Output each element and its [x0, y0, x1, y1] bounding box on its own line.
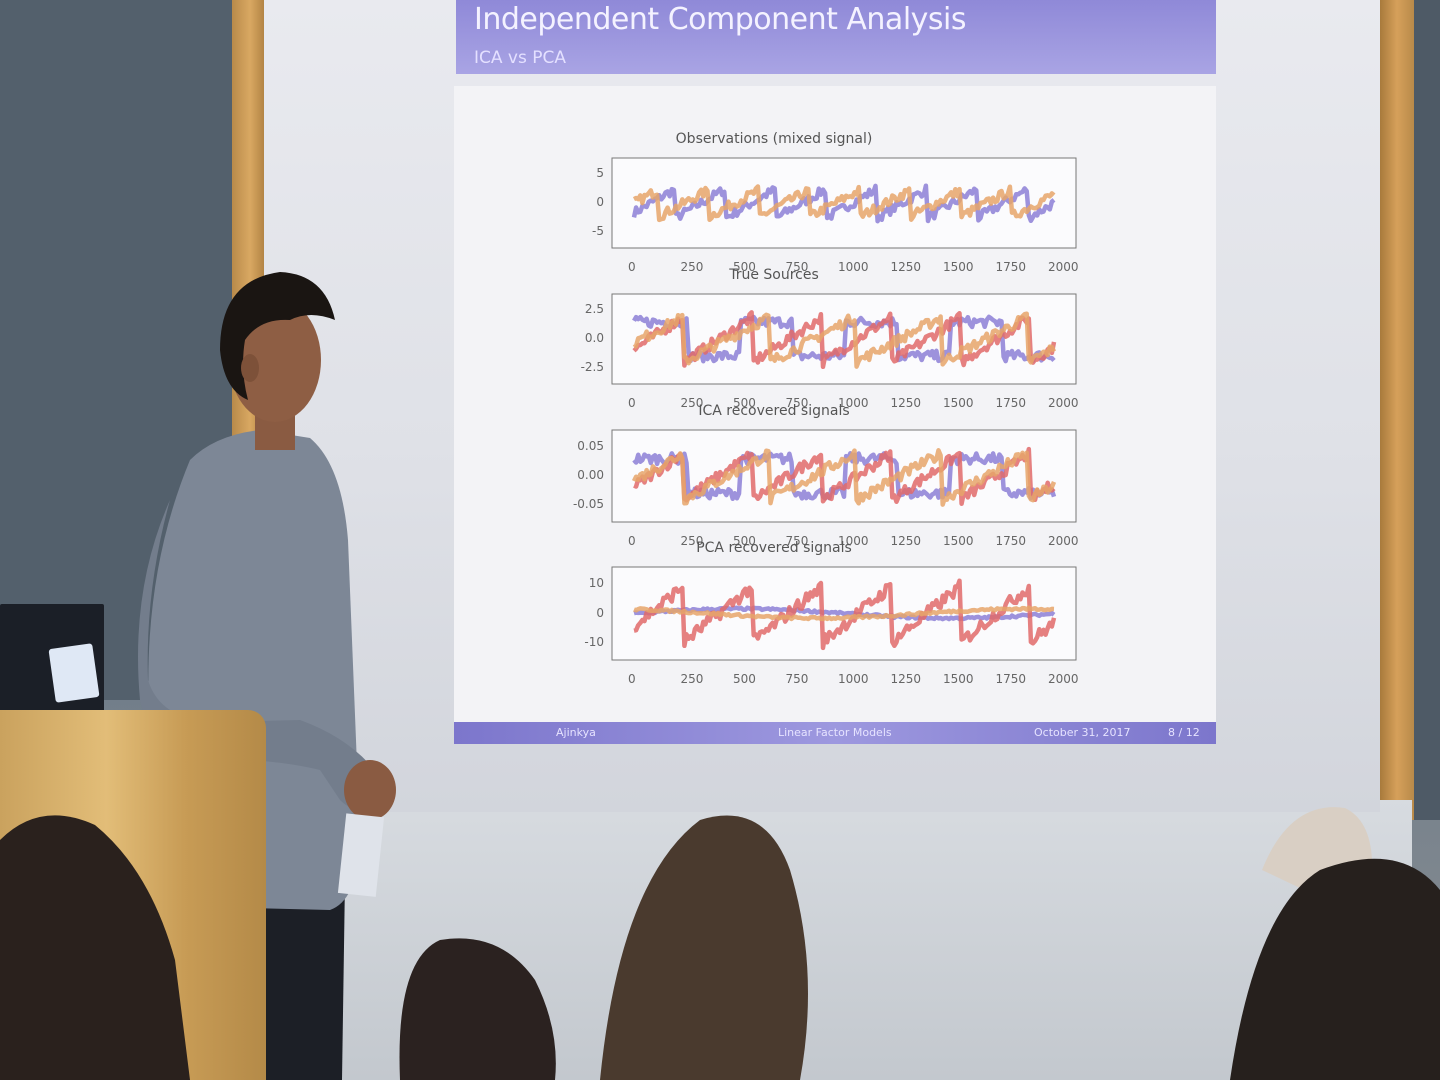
x-tick-label: 750	[785, 672, 809, 686]
series-line	[633, 605, 1055, 622]
presenter-notes	[337, 813, 385, 897]
x-tick-label: 2000	[1048, 396, 1079, 410]
x-tick-label: 0	[628, 396, 636, 410]
x-tick-label: 2000	[1048, 260, 1079, 274]
x-tick-label: 500	[733, 396, 756, 410]
x-tick-label: 1500	[943, 260, 974, 274]
y-tick-label: -10	[584, 635, 604, 650]
x-tick-label: 500	[733, 672, 756, 686]
plot-title: PCA recovered signals	[696, 540, 852, 556]
x-tick-label: 1000	[838, 534, 869, 548]
x-tick-label: 1500	[943, 534, 974, 548]
y-tick-label: -2.5	[580, 359, 604, 374]
laptop-sticker	[48, 643, 100, 703]
x-tick-label: 1750	[995, 396, 1027, 410]
x-tick-label: 750	[785, 396, 809, 410]
x-tick-label: 1750	[995, 534, 1027, 548]
y-tick-label: 0	[596, 195, 604, 209]
x-tick-label: 250	[680, 534, 704, 548]
footer-page: 8 / 12	[1168, 726, 1200, 739]
series-line	[632, 184, 1056, 223]
series-line	[633, 578, 1057, 651]
y-tick-label: 10	[588, 575, 604, 590]
footer-author: Ajinkya	[556, 726, 596, 739]
subplot-4	[611, 566, 1077, 661]
x-tick-label: 1500	[943, 672, 974, 686]
series-line	[631, 448, 1057, 507]
y-tick-label: 0.0	[584, 331, 604, 345]
x-tick-label: 500	[733, 534, 756, 548]
x-tick-label: 1000	[838, 672, 869, 686]
x-tick-label: 1000	[838, 260, 869, 274]
audience	[0, 807, 1440, 1080]
series-line	[631, 183, 1056, 224]
plot-title: True Sources	[729, 267, 819, 283]
y-tick-label: -5	[592, 223, 604, 238]
x-tick-label: 500	[733, 260, 756, 274]
x-tick-label: 1750	[995, 260, 1027, 274]
x-tick-label: 0	[628, 672, 636, 686]
y-tick-label: 0	[596, 605, 604, 620]
x-tick-label: 1250	[890, 260, 922, 274]
presenter-hair	[220, 272, 335, 400]
y-tick-label: 0.00	[577, 468, 604, 482]
x-tick-label: 2000	[1048, 672, 1079, 686]
x-tick-label: 750	[785, 534, 809, 548]
x-tick-label: 1500	[943, 396, 974, 410]
subplot-1	[611, 157, 1077, 249]
x-tick-label: 250	[680, 672, 704, 686]
series-line	[633, 605, 1056, 622]
y-tick-label: 0.05	[577, 438, 604, 453]
x-tick-label: 0	[628, 534, 636, 548]
y-tick-label: 2.5	[584, 302, 604, 317]
x-tick-label: 750	[785, 260, 809, 274]
wood-frame-right	[1380, 0, 1414, 820]
slide-title: Independent Component Analysis	[474, 2, 967, 37]
presenter-hand	[344, 760, 396, 820]
presenter-ear	[241, 354, 259, 382]
x-tick-label: 250	[680, 260, 704, 274]
x-tick-label: 0	[628, 260, 636, 274]
x-tick-label: 1000	[838, 396, 869, 410]
footer-date: October 31, 2017	[1034, 726, 1131, 739]
audience-head-center-left	[399, 938, 556, 1080]
x-tick-label: 2000	[1048, 534, 1079, 548]
x-tick-label: 250	[680, 396, 704, 410]
audience-head-right	[1230, 858, 1440, 1080]
y-tick-label: 5	[596, 166, 604, 181]
x-tick-label: 1750	[995, 672, 1027, 686]
slide-footer-band	[454, 722, 1216, 744]
footer-talk: Linear Factor Models	[778, 726, 892, 739]
audience-head-center	[600, 815, 808, 1080]
slide-header-band	[456, 0, 1216, 74]
x-tick-label: 1250	[890, 396, 922, 410]
series-line	[632, 311, 1057, 369]
presenter-legs	[255, 880, 345, 1080]
plot-title: Observations (mixed signal)	[675, 131, 873, 147]
x-tick-label: 1250	[890, 534, 922, 548]
x-tick-label: 1250	[890, 672, 922, 686]
slide-subtitle: ICA vs PCA	[474, 48, 566, 68]
plot-title: ICA recovered signals	[698, 403, 850, 419]
audience-head-left	[0, 815, 190, 1080]
y-tick-label: -0.05	[572, 497, 604, 512]
subplot-3	[611, 429, 1077, 523]
subplot-2	[611, 293, 1077, 385]
